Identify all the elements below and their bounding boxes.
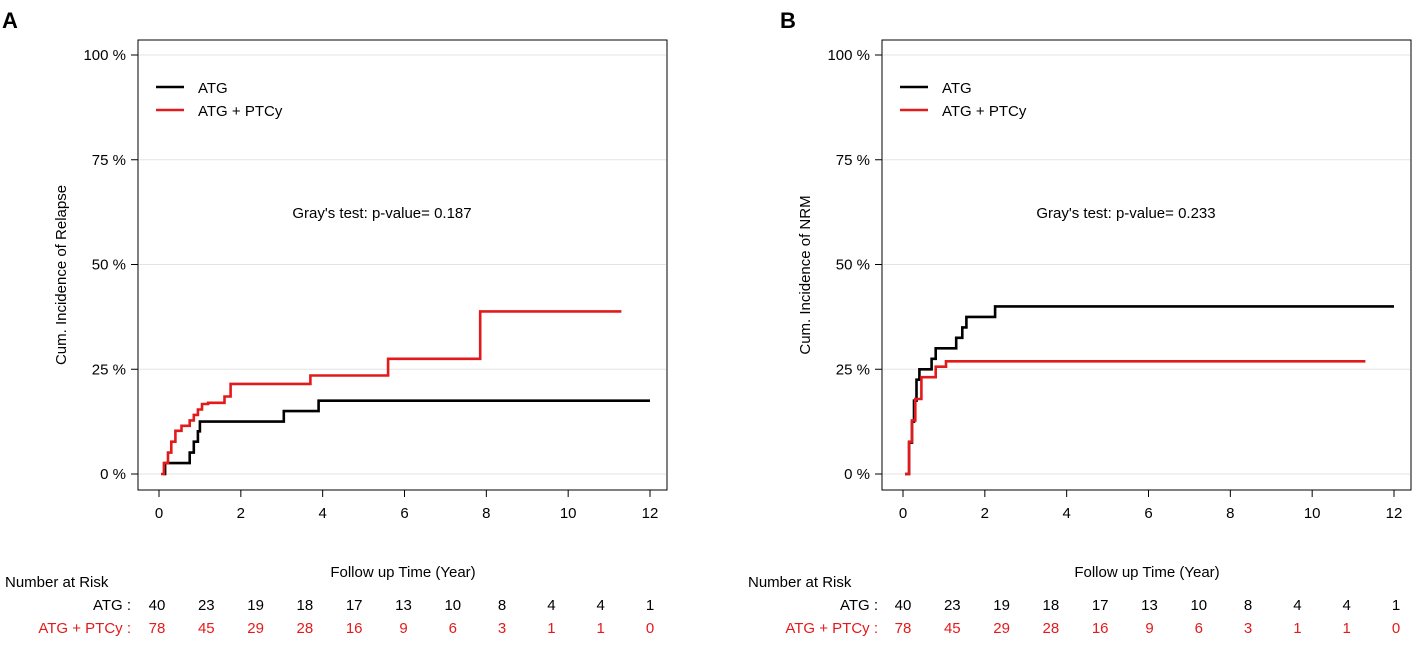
panel-label: B	[780, 8, 796, 33]
risk-value-atg: 1	[1392, 597, 1400, 614]
risk-value-atg-ptcy: 78	[895, 620, 912, 637]
y-axis-label: Cum. Incidence of NRM	[797, 195, 814, 354]
legend-label: ATG	[198, 80, 228, 97]
y-tick-label: 0 %	[844, 466, 870, 483]
y-tick-label: 100 %	[83, 47, 126, 64]
series-line-atg	[163, 399, 650, 476]
x-tick-label: 2	[237, 505, 245, 522]
risk-value-atg: 40	[149, 597, 166, 614]
risk-value-atg: 17	[1092, 597, 1109, 614]
x-tick-label: 6	[1144, 505, 1152, 522]
risk-row-label-atg: ATG :	[93, 597, 131, 614]
risk-value-atg-ptcy: 28	[1043, 620, 1060, 637]
number-at-risk-label: Number at Risk	[5, 574, 109, 591]
gray-test-annotation: Gray's test: p-value= 0.187	[292, 205, 471, 222]
risk-value-atg: 4	[547, 597, 555, 614]
x-tick-label: 10	[560, 505, 577, 522]
risk-value-atg: 17	[346, 597, 363, 614]
risk-value-atg: 8	[1244, 597, 1252, 614]
risk-row-label-atg: ATG :	[840, 597, 878, 614]
risk-value-atg-ptcy: 16	[1092, 620, 1109, 637]
x-tick-label: 10	[1304, 505, 1321, 522]
risk-value-atg-ptcy: 9	[399, 620, 407, 637]
legend-label: ATG + PTCy	[198, 103, 283, 120]
y-tick-label: 25 %	[92, 361, 126, 378]
x-tick-label: 0	[155, 505, 163, 522]
risk-value-atg-ptcy: 45	[944, 620, 961, 637]
series-line-atg	[905, 305, 1394, 476]
risk-value-atg: 18	[1043, 597, 1060, 614]
series-line-atg-ptcy	[161, 310, 622, 476]
x-tick-label: 8	[1226, 505, 1234, 522]
x-tick-label: 12	[642, 505, 659, 522]
risk-value-atg: 40	[895, 597, 912, 614]
risk-value-atg: 18	[297, 597, 314, 614]
risk-value-atg-ptcy: 6	[1195, 620, 1203, 637]
risk-value-atg: 8	[498, 597, 506, 614]
panel-label: A	[2, 8, 18, 33]
risk-value-atg: 13	[1141, 597, 1158, 614]
number-at-risk-label: Number at Risk	[748, 574, 852, 591]
risk-value-atg-ptcy: 1	[547, 620, 555, 637]
x-tick-label: 4	[1062, 505, 1070, 522]
risk-value-atg: 4	[1293, 597, 1301, 614]
risk-value-atg-ptcy: 16	[346, 620, 363, 637]
risk-value-atg-ptcy: 0	[1392, 620, 1400, 637]
y-tick-label: 75 %	[92, 152, 126, 169]
x-axis-label: Follow up Time (Year)	[330, 564, 475, 581]
y-tick-label: 25 %	[836, 361, 870, 378]
y-tick-label: 0 %	[100, 466, 126, 483]
risk-value-atg: 10	[1190, 597, 1207, 614]
risk-value-atg: 23	[944, 597, 961, 614]
y-tick-label: 75 %	[836, 152, 870, 169]
risk-value-atg-ptcy: 1	[1343, 620, 1351, 637]
risk-value-atg-ptcy: 78	[149, 620, 166, 637]
risk-value-atg-ptcy: 6	[449, 620, 457, 637]
risk-value-atg: 23	[198, 597, 215, 614]
risk-value-atg-ptcy: 28	[297, 620, 314, 637]
x-tick-label: 2	[981, 505, 989, 522]
y-tick-label: 50 %	[92, 257, 126, 274]
risk-row-label-atg-ptcy: ATG + PTCy :	[38, 620, 131, 637]
risk-value-atg-ptcy: 1	[1293, 620, 1301, 637]
y-tick-label: 100 %	[827, 47, 870, 64]
risk-value-atg-ptcy: 29	[247, 620, 264, 637]
x-tick-label: 6	[400, 505, 408, 522]
x-tick-label: 12	[1386, 505, 1403, 522]
risk-value-atg: 1	[646, 597, 654, 614]
gray-test-annotation: Gray's test: p-value= 0.233	[1036, 205, 1215, 222]
y-axis-label: Cum. Incidence of Relapse	[53, 185, 70, 365]
x-tick-label: 8	[482, 505, 490, 522]
risk-value-atg-ptcy: 3	[1244, 620, 1252, 637]
risk-value-atg: 4	[597, 597, 605, 614]
risk-value-atg: 19	[247, 597, 264, 614]
risk-row-label-atg-ptcy: ATG + PTCy :	[785, 620, 878, 637]
series-line-atg-ptcy	[905, 359, 1366, 476]
risk-value-atg: 4	[1343, 597, 1351, 614]
risk-value-atg-ptcy: 9	[1145, 620, 1153, 637]
risk-value-atg-ptcy: 0	[646, 620, 654, 637]
risk-value-atg-ptcy: 45	[198, 620, 215, 637]
risk-value-atg: 10	[444, 597, 461, 614]
x-tick-label: 4	[318, 505, 326, 522]
risk-value-atg: 19	[993, 597, 1010, 614]
risk-value-atg: 13	[395, 597, 412, 614]
risk-value-atg-ptcy: 3	[498, 620, 506, 637]
x-tick-label: 0	[899, 505, 907, 522]
legend-label: ATG	[942, 80, 972, 97]
risk-value-atg-ptcy: 29	[993, 620, 1010, 637]
x-axis-label: Follow up Time (Year)	[1074, 564, 1219, 581]
y-tick-label: 50 %	[836, 257, 870, 274]
legend-label: ATG + PTCy	[942, 103, 1027, 120]
risk-value-atg-ptcy: 1	[597, 620, 605, 637]
